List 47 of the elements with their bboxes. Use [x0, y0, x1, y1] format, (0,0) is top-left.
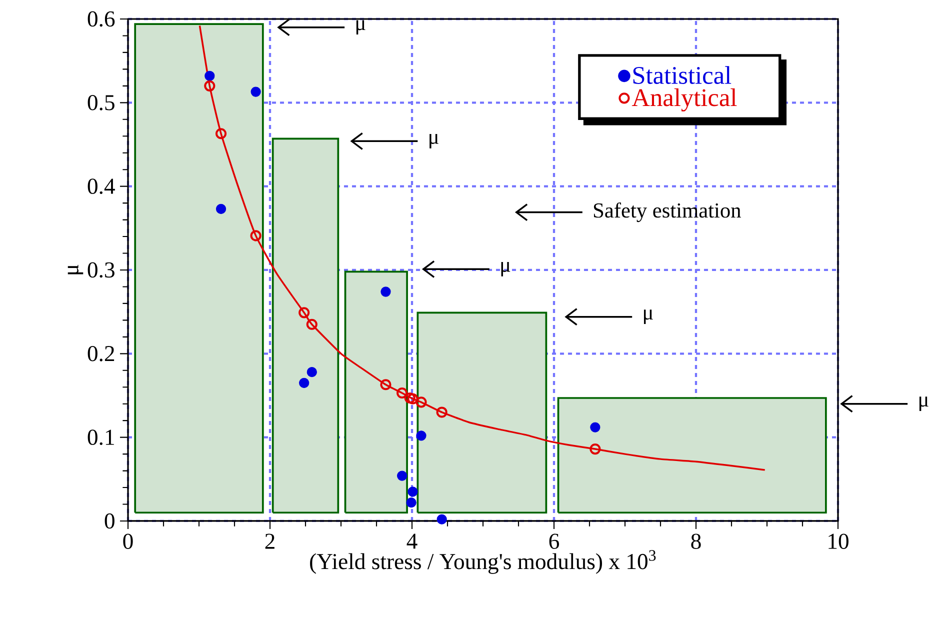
- text: μ: [919, 396, 928, 412]
- point: [250, 86, 261, 97]
- point: [299, 378, 310, 388]
- point: [590, 422, 600, 432]
- y-axis-title: μ: [68, 264, 84, 274]
- annotation: μ: [644, 310, 653, 324]
- point: [407, 393, 418, 404]
- point: [216, 204, 226, 214]
- x-tick-label: 6: [549, 534, 559, 549]
- point: [204, 70, 215, 81]
- y-tick-label: 0.1: [88, 430, 114, 446]
- x-tick-label: 4: [406, 534, 418, 549]
- point: [380, 379, 392, 390]
- point: [204, 80, 216, 92]
- point: [396, 470, 408, 481]
- point: [215, 128, 227, 140]
- y-tick-label: 0.4: [88, 178, 115, 194]
- point: [306, 318, 318, 330]
- point: [380, 286, 391, 297]
- legend-label: Analytical: [632, 88, 737, 112]
- x-axis-title: (Yield stress / Young's modulus) x 10$^{3}$: [310, 550, 656, 574]
- y-tick-label: 0: [104, 513, 114, 529]
- y-tick-label: 0.3: [88, 262, 114, 278]
- annotation: μ: [501, 262, 510, 276]
- point: [408, 486, 418, 497]
- point: [436, 406, 448, 418]
- point: [404, 392, 416, 404]
- point: [250, 230, 262, 242]
- point: [416, 396, 427, 408]
- y-tick-label: 0.6: [88, 11, 115, 27]
- annotation: μ: [356, 20, 366, 35]
- y-tick-label: 0.5: [88, 94, 114, 110]
- x-tick-label: 0: [123, 534, 133, 549]
- point: [590, 444, 601, 455]
- legend-label: Statistical: [633, 66, 732, 84]
- x-tick-label: 2: [265, 534, 274, 549]
- x-tick-label: 8: [691, 534, 701, 549]
- point: [396, 387, 408, 399]
- x-tick-label: 10: [828, 534, 848, 549]
- point: [406, 498, 416, 508]
- annotation: μ: [430, 134, 438, 148]
- y-tick-label: 0.2: [88, 346, 114, 362]
- point: [416, 430, 426, 441]
- point: [436, 514, 447, 524]
- point: [298, 307, 310, 318]
- point: [306, 366, 317, 378]
- annotation: Safety estimation: [594, 202, 741, 222]
